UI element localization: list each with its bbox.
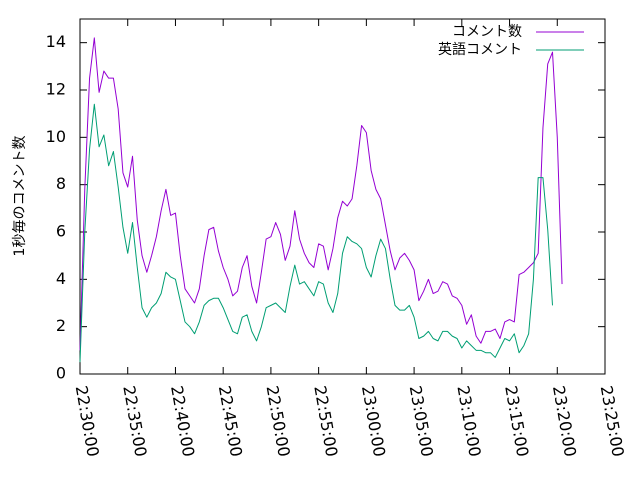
y-axis: 0 2 4 6 8 10 12 14 bbox=[46, 32, 605, 383]
x-tick-label: 22:40:00 bbox=[167, 384, 198, 458]
x-tick-label: 22:50:00 bbox=[263, 384, 294, 458]
y-tick-label: 2 bbox=[56, 316, 66, 335]
y-tick-label: 0 bbox=[56, 364, 66, 383]
x-tick-label: 23:00:00 bbox=[358, 384, 389, 458]
x-tick-label: 22:55:00 bbox=[310, 384, 341, 458]
x-tick-label: 22:30:00 bbox=[72, 384, 103, 458]
y-tick-label: 12 bbox=[46, 80, 66, 99]
y-tick-label: 10 bbox=[46, 127, 66, 146]
y-tick-label: 8 bbox=[56, 174, 66, 193]
legend-label-2: 英語コメント bbox=[438, 41, 522, 58]
series-lines bbox=[79, 37, 563, 363]
x-tick-label: 23:10:00 bbox=[453, 384, 484, 458]
series-line-1 bbox=[79, 37, 563, 351]
x-tick-label: 23:05:00 bbox=[406, 384, 437, 458]
x-tick-label: 23:20:00 bbox=[549, 384, 580, 458]
x-tick-label: 23:25:00 bbox=[597, 384, 628, 458]
x-tick-label: 22:35:00 bbox=[119, 384, 150, 458]
legend-label-1: コメント数 bbox=[452, 24, 522, 40]
y-tick-label: 14 bbox=[46, 32, 66, 51]
plot-frame bbox=[79, 18, 606, 375]
series-line-2 bbox=[79, 103, 553, 363]
y-tick-label: 4 bbox=[56, 269, 66, 288]
x-tick-label: 22:45:00 bbox=[215, 384, 246, 458]
y-axis-title: 1秒毎のコメント数 bbox=[12, 136, 28, 257]
y-tick-label: 6 bbox=[56, 222, 66, 241]
x-tick-label: 23:15:00 bbox=[501, 384, 532, 458]
